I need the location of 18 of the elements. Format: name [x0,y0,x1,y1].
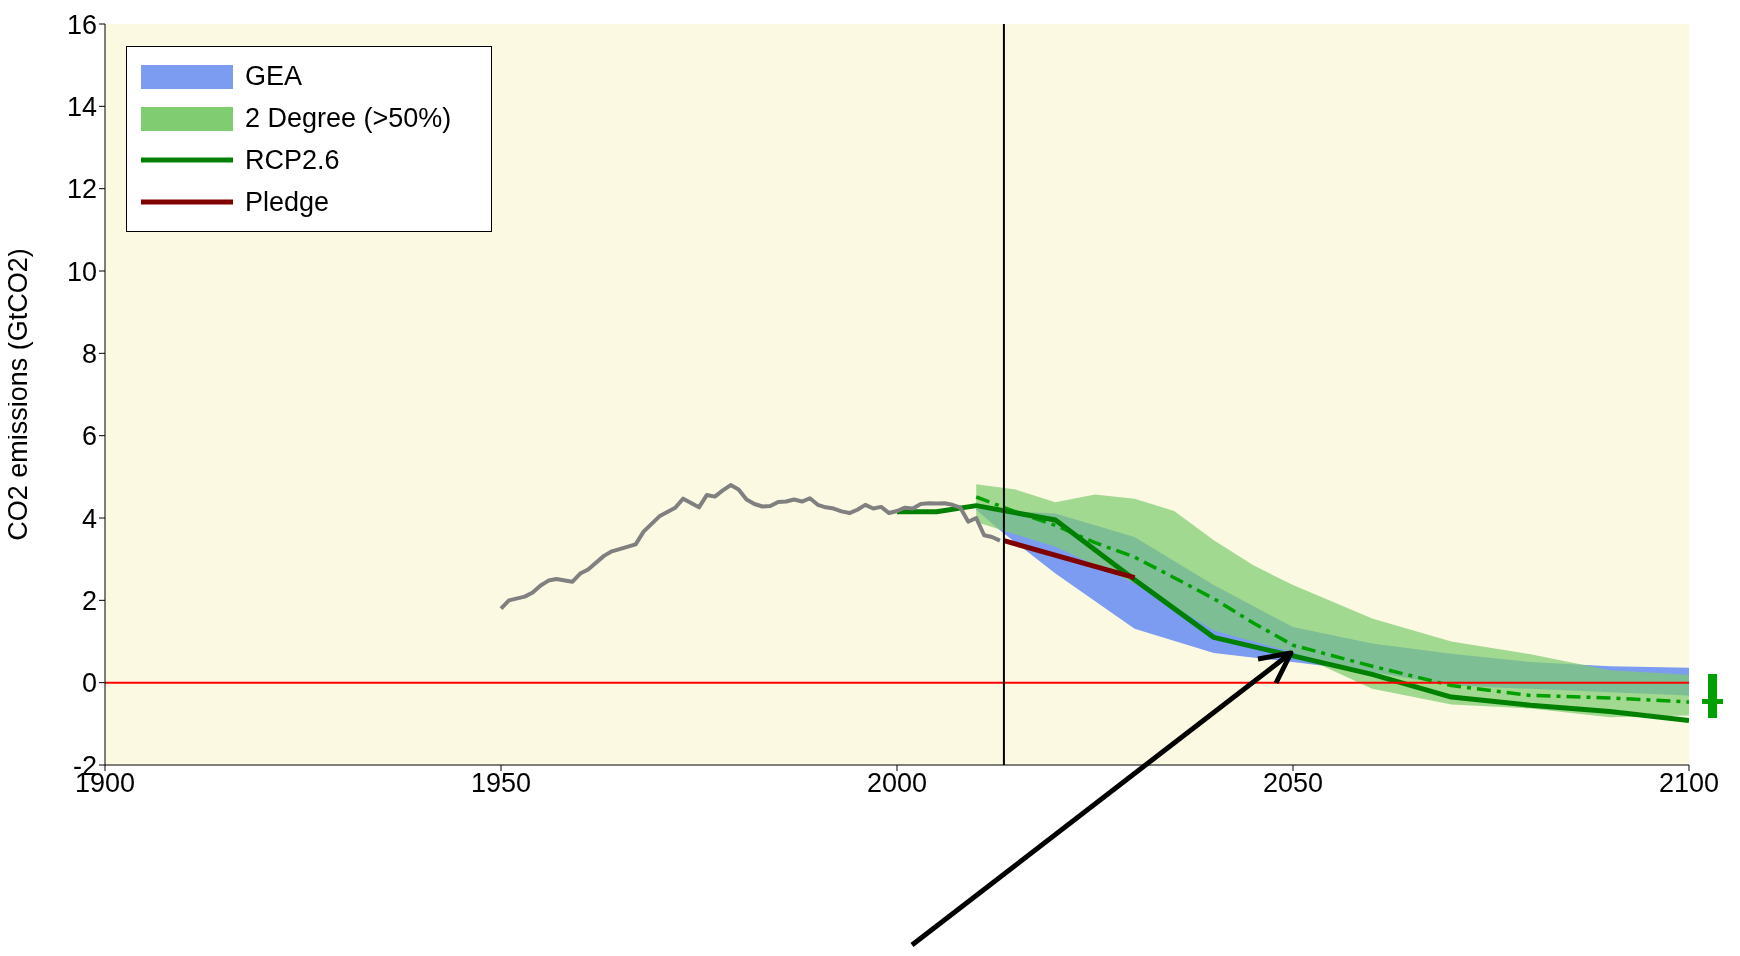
y-tick-label: 14 [66,91,97,122]
y-tick-label: 6 [81,421,97,452]
y-tick-label: 10 [66,256,97,287]
y-tick-label: 0 [81,668,97,699]
x-tick-label: 2100 [1658,768,1720,799]
y-tick-label: 8 [81,338,97,369]
y-tick-label: 12 [66,174,97,205]
y-axis-title: CO2 emissions (GtCO2) [2,248,33,541]
legend-label: 2 Degree (>50%) [245,102,452,134]
legend-label: Pledge [245,186,330,218]
y-tick-label: 2 [81,585,97,616]
legend-label: GEA [245,60,303,92]
x-tick-label: 2050 [1262,768,1324,799]
y-tick-label: 16 [66,9,97,40]
legend-label: RCP2.6 [245,144,340,176]
x-tick-label: 2000 [866,768,928,799]
x-tick-label: 1950 [470,768,532,799]
y-tick-label: 4 [81,503,97,534]
